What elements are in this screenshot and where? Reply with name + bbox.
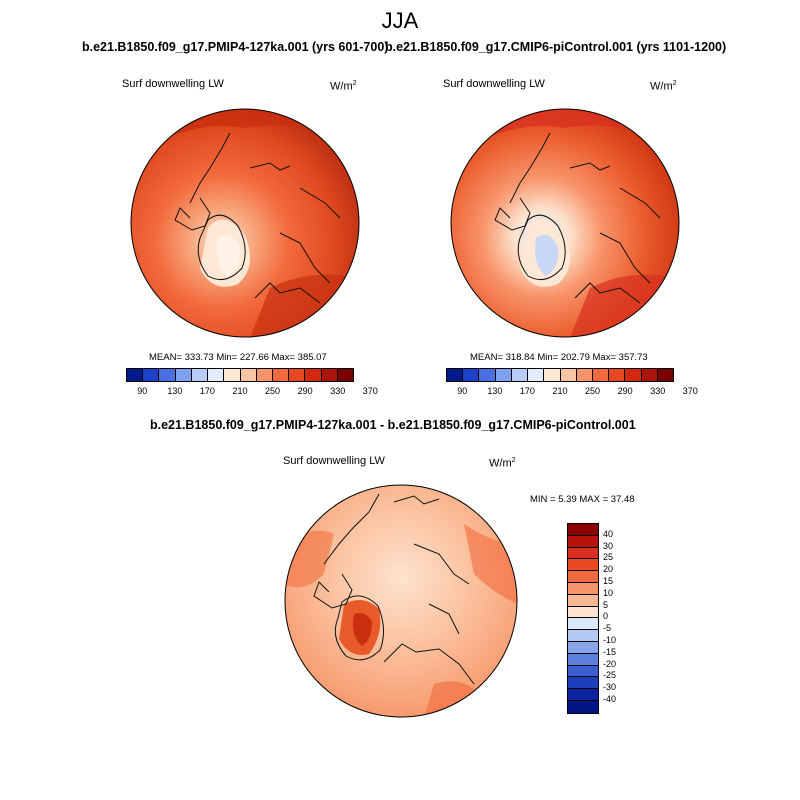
colorbar-tick-label: -30 bbox=[603, 682, 617, 693]
colorbar-segment bbox=[568, 618, 598, 631]
colorbar-tick-label: -25 bbox=[603, 670, 617, 681]
colorbar-tick-label: 130 bbox=[487, 386, 503, 396]
colorbar-tick-label: 5 bbox=[603, 599, 609, 610]
colorbar-segment bbox=[511, 369, 529, 381]
colorbar-segment bbox=[143, 369, 160, 381]
diff-variable-label: Surf downwelling LW bbox=[283, 455, 385, 467]
colorbar-tick-label: 20 bbox=[603, 564, 614, 575]
colorbar-segment bbox=[568, 559, 598, 572]
colorbar-tick-label: -10 bbox=[603, 635, 617, 645]
colorbar-segment bbox=[224, 369, 241, 381]
colorbar-segment bbox=[568, 665, 598, 678]
diff-stats: MIN = 5.39 MAX = 37.48 bbox=[530, 494, 635, 505]
colorbar-segment bbox=[568, 630, 598, 642]
colorbar-segment bbox=[208, 369, 225, 381]
colorbar-segment bbox=[568, 653, 598, 666]
colorbar-tick-label: -20 bbox=[603, 658, 617, 669]
colorbar-tick-label: 170 bbox=[519, 386, 535, 396]
panel1-units: W/m2 bbox=[330, 80, 357, 93]
panel2-units: W/m2 bbox=[650, 80, 677, 93]
colorbar-tick-label: 30 bbox=[603, 540, 614, 551]
colorbar-tick-label: 0 bbox=[603, 611, 609, 622]
colorbar-segment bbox=[568, 571, 598, 583]
colorbar-tick-label: 250 bbox=[585, 386, 601, 396]
colorbar-segment bbox=[191, 369, 209, 381]
colorbar-segment bbox=[568, 524, 598, 536]
diff-colorbar bbox=[567, 523, 599, 714]
colorbar-tick-label: 330 bbox=[330, 386, 346, 396]
colorbar-tick-label: 370 bbox=[362, 386, 378, 396]
colorbar-segment bbox=[256, 369, 273, 381]
colorbar-tick-label: 130 bbox=[167, 386, 183, 396]
colorbar-segment bbox=[305, 369, 322, 381]
colorbar-segment bbox=[240, 369, 257, 381]
colorbar-tick-label: 290 bbox=[297, 386, 313, 396]
diff-arctic-map bbox=[284, 484, 518, 718]
colorbar-segment bbox=[159, 369, 176, 381]
panel1-stats: MEAN= 333.73 Min= 227.66 Max= 385.07 bbox=[149, 352, 327, 363]
panel2-arctic-map bbox=[450, 108, 680, 338]
colorbar-segment bbox=[127, 369, 144, 381]
colorbar-tick-label: 90 bbox=[137, 386, 148, 396]
colorbar-tick-label: 15 bbox=[603, 576, 614, 586]
colorbar-segment bbox=[528, 369, 545, 381]
diff-title: b.e21.B1850.f09_g17.PMIP4-127ka.001 - b.… bbox=[150, 418, 636, 432]
colorbar-tick-label: 250 bbox=[265, 386, 281, 396]
colorbar-tick-label: 370 bbox=[682, 386, 698, 396]
colorbar-segment bbox=[479, 369, 496, 381]
colorbar-segment bbox=[560, 369, 577, 381]
colorbar-segment bbox=[568, 582, 598, 595]
colorbar-tick-label: 170 bbox=[199, 386, 215, 396]
colorbar-segment bbox=[289, 369, 306, 381]
colorbar-segment bbox=[568, 547, 598, 560]
colorbar-segment bbox=[568, 677, 598, 690]
panel1-colorbar bbox=[126, 368, 354, 382]
colorbar-segment bbox=[609, 369, 626, 381]
colorbar-tick-label: -15 bbox=[603, 646, 617, 657]
colorbar-tick-label: 10 bbox=[603, 587, 614, 598]
colorbar-tick-label: 25 bbox=[603, 552, 614, 563]
colorbar-segment bbox=[625, 369, 642, 381]
colorbar-segment bbox=[641, 369, 658, 381]
diff-colorbar-ticks: 40 30 25 20 15 10 5 0 -5 -10 -15 -20 -25 -30 -40 bbox=[603, 523, 643, 713]
colorbar-segment bbox=[544, 369, 561, 381]
panel2-stats: MEAN= 318.84 Min= 202.79 Max= 357.73 bbox=[470, 352, 648, 363]
colorbar-segment bbox=[568, 594, 598, 607]
colorbar-segment bbox=[568, 606, 598, 619]
colorbar-segment bbox=[657, 369, 674, 381]
panel1-variable-label: Surf downwelling LW bbox=[122, 78, 224, 90]
panel1-arctic-map bbox=[130, 108, 360, 338]
colorbar-segment bbox=[568, 689, 598, 701]
colorbar-segment bbox=[321, 369, 338, 381]
colorbar-segment bbox=[272, 369, 290, 381]
panel2-title: b.e21.B1850.f09_g17.CMIP6-piControl.001 … bbox=[385, 40, 727, 54]
colorbar-tick-label: -5 bbox=[603, 623, 612, 634]
panel1-title: b.e21.B1850.f09_g17.PMIP4-127ka.001 (yrs… bbox=[82, 40, 389, 54]
colorbar-segment bbox=[495, 369, 512, 381]
colorbar-segment bbox=[175, 369, 192, 381]
panel1-colorbar-ticks: 90 130 170 210 250 290 330 370 bbox=[126, 386, 378, 398]
colorbar-segment bbox=[568, 535, 598, 548]
panel2-colorbar-ticks: 90 130 170 210 250 290 330 370 bbox=[446, 386, 698, 398]
colorbar-segment bbox=[592, 369, 610, 381]
colorbar-tick-label: 210 bbox=[232, 386, 248, 396]
colorbar-segment bbox=[463, 369, 480, 381]
colorbar-tick-label: 40 bbox=[603, 528, 614, 539]
colorbar-tick-label: 290 bbox=[617, 386, 633, 396]
colorbar-segment bbox=[337, 369, 354, 381]
diff-units: W/m2 bbox=[489, 457, 516, 470]
colorbar-segment bbox=[568, 700, 598, 713]
colorbar-tick-label: 210 bbox=[552, 386, 568, 396]
panel2-colorbar bbox=[446, 368, 674, 382]
panel2-variable-label: Surf downwelling LW bbox=[443, 78, 545, 90]
colorbar-tick-label: 90 bbox=[457, 386, 468, 396]
colorbar-segment bbox=[568, 641, 598, 654]
colorbar-segment bbox=[576, 369, 593, 381]
colorbar-tick-label: 330 bbox=[650, 386, 666, 396]
colorbar-tick-label: -40 bbox=[603, 694, 617, 704]
season-title: JJA bbox=[381, 8, 419, 33]
colorbar-segment bbox=[447, 369, 464, 381]
